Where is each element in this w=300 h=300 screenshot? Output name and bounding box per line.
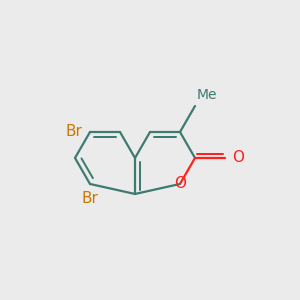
Text: Br: Br (82, 191, 98, 206)
Text: Me: Me (196, 88, 217, 101)
Text: O: O (232, 151, 244, 166)
Text: Br: Br (66, 124, 83, 140)
Text: O: O (174, 176, 186, 191)
